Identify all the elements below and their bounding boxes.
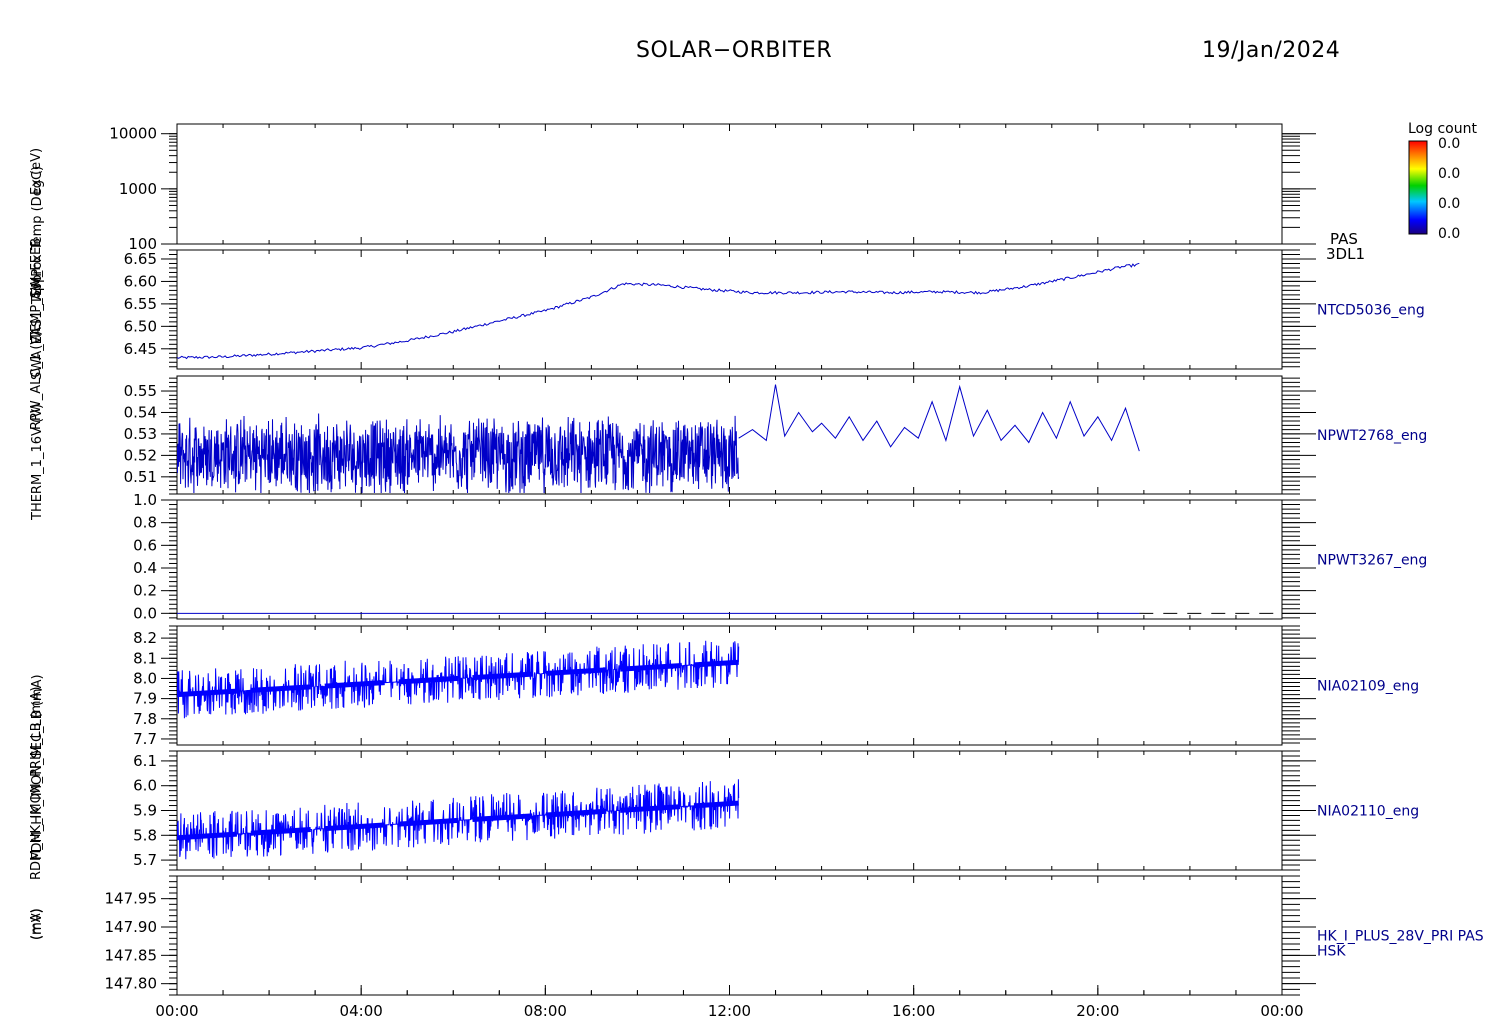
y-axis-label: (mA) [29,908,44,940]
series-dense [177,413,740,493]
y-axis-label: TEMP_SW_FEEB [29,238,44,341]
series-band [177,659,739,698]
x-tick-label: 00:00 [1260,1002,1303,1020]
series-band [177,800,739,841]
panel-frame [176,499,1283,620]
colorbar-tick-label: 0.0 [1438,226,1460,242]
y-tick-label: 6.50 [124,317,157,335]
y-tick-label: 0.52 [124,446,157,464]
colorbar: Log count 0.0 0.0 0.0 0.0 [1408,121,1477,242]
panel-frame [176,875,1283,996]
y-tick-label: 147.95 [105,890,158,908]
panel-right-label: PAS [1330,230,1358,248]
y-axis-label: SWA_EAS1_TEMP [30,269,45,380]
y-tick-label: 8.2 [133,629,157,647]
x-tick-label: 20:00 [1076,1002,1119,1020]
y-tick-label: 6.1 [133,752,157,770]
panel-frame [176,249,1283,370]
panel-right-label: HK_I_PLUS_28V_PRI PAS [1317,929,1484,945]
panel: 7.7 7.8 7.9 8.0 8.1 8.2 NIA02109_eng [133,625,1419,748]
y-axis-label: THERM_1_16V (V) [30,404,45,521]
panel-right-label-2: 3DL1 [1326,245,1365,263]
y-tick-label: 100 [128,235,157,253]
y-tick-label: 0.55 [124,382,157,400]
x-tick-label: 04:00 [340,1002,383,1020]
y-tick-label: 8.1 [133,649,157,667]
y-tick-label: 5.9 [133,802,157,820]
y-tick-label: 0.8 [133,514,157,532]
x-tick-label: 00:00 [155,1002,198,1020]
y-tick-label: 10000 [109,125,157,143]
y-tick-label: 6.45 [124,340,157,358]
y-tick-label: 1.0 [133,491,157,509]
x-tick-label: 12:00 [708,1002,751,1020]
y-tick-label: 5.8 [133,826,157,844]
panel-data [177,384,1140,493]
y-axis-label: RPW_ALC_1 (V) [29,331,44,430]
panel-data [177,262,1140,360]
y-axis-label: (mV) [30,908,45,940]
panel: 6.45 6.50 6.55 6.60 6.65 NTCD5036_eng [124,249,1425,370]
y-tick-label: 7.9 [133,690,157,708]
panel-right-label: NPWT2768_eng [1317,428,1427,444]
y-tick-label: 0.2 [133,582,157,600]
y-tick-label: 0.54 [124,403,157,421]
panel: 147.80 147.85 147.90 147.95 HK_I_PLUS_28V_PR… [105,875,1484,996]
y-axis-label: FDM_HK_IMON_SEC_LB (mA) [30,674,45,860]
panel-right-label-2: HSK [1317,944,1346,960]
y-tick-label: 0.0 [133,604,157,622]
panel-right-label: NIA02109_eng [1317,679,1419,695]
panel: 5.7 5.8 5.9 6.0 6.1 NIA02110_eng [133,750,1419,871]
series-line [738,384,1140,452]
chart-date: 19/Jan/2024 [1202,38,1341,63]
series-line [177,262,1140,360]
y-tick-label: 147.80 [105,975,158,993]
y-tick-label: 6.0 [133,777,157,795]
chart-title: SOLAR−ORBITER [636,38,833,63]
y-tick-label: 0.6 [133,536,157,554]
x-tick-label: 16:00 [892,1002,935,1020]
y-tick-label: 6.60 [124,272,157,290]
colorbar-tick-label: 0.0 [1438,166,1460,182]
panel-frame [176,123,1283,245]
colorbar-tick-label: 0.0 [1438,136,1460,152]
y-tick-label: 6.55 [124,295,157,313]
y-tick-label: 7.7 [133,730,157,748]
panel: 0.0 0.2 0.4 0.6 0.8 1.0 NPWT3267_eng [133,491,1427,622]
y-tick-label: 147.90 [105,918,158,936]
y-tick-label: 6.65 [124,250,157,268]
y-axis-label: Ex (eV) [29,148,44,195]
colorbar-gradient [1408,140,1428,235]
panel-right-label: NTCD5036_eng [1317,303,1425,319]
y-tick-label: 0.53 [124,425,157,443]
y-tick-label: 8.0 [133,669,157,687]
panel: 0.51 0.52 0.53 0.54 0.55 NPWT2768_eng [124,375,1427,495]
y-axis-labels: Ex (eV)Approx Temp (DegC)TEMP_SW_FEEBSWA… [29,148,45,940]
y-axis-label: RDM_HK_IMON_PRIM_LB (mA) [29,687,44,880]
y-tick-label: 147.85 [105,946,158,964]
panel-data [177,640,740,719]
y-tick-label: 0.4 [133,559,157,577]
y-axis-label: Approx Temp (DegC) [30,166,45,300]
y-tick-label: 7.8 [133,710,157,728]
panel-right-label: NPWT3267_eng [1317,553,1427,569]
y-tick-label: 0.51 [124,468,157,486]
y-tick-label: 1000 [119,180,157,198]
x-tick-label: 08:00 [524,1002,567,1020]
panel-data [177,779,740,860]
y-tick-label: 5.7 [133,851,157,869]
panel-right-label: NIA02110_eng [1317,804,1419,820]
colorbar-tick-label: 0.0 [1438,196,1460,212]
colorbar-title: Log count [1408,121,1477,137]
